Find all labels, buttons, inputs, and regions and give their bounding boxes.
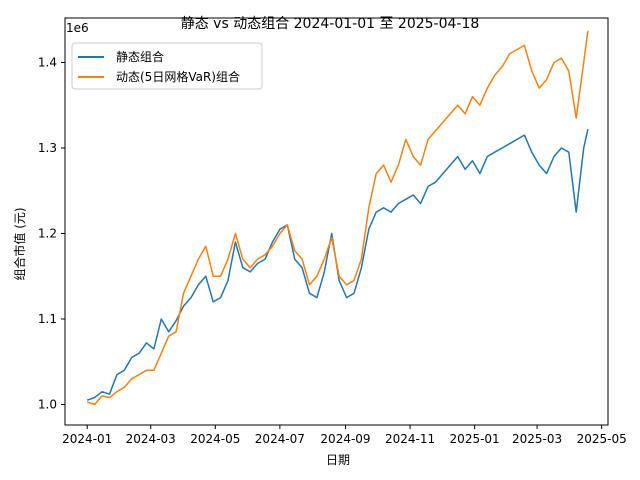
y-tick-label: 1.0 <box>38 397 57 411</box>
y-tick-label: 1.1 <box>38 312 57 326</box>
y-tick-label: 1.3 <box>38 141 57 155</box>
legend-box <box>71 42 263 90</box>
x-tick-label: 2024-11 <box>385 432 435 446</box>
legend: 静态组合 动态(5日网格VaR)组合 <box>71 42 263 90</box>
x-tick-label: 2024-05 <box>190 432 240 446</box>
y-offset-label: 1e6 <box>66 21 89 35</box>
x-tick-label: 2024-01 <box>62 432 112 446</box>
y-axis-title: 组合市值 (元) <box>12 207 27 280</box>
y-tick-label: 1.4 <box>38 55 57 69</box>
chart-title: 静态 vs 动态组合 2024-01-01 至 2025-04-18 <box>181 16 480 32</box>
series-line-2 <box>86 30 589 406</box>
series-layer <box>86 30 589 406</box>
series-line-1 <box>86 129 589 401</box>
x-axis-title: 日期 <box>326 453 350 467</box>
legend-label-static: 静态组合 <box>116 49 164 64</box>
plot-area <box>64 17 609 426</box>
x-axis: 2024-01 2024-03 2024-05 2024-07 2024-09 2024-… <box>62 425 627 446</box>
legend-label-dynamic: 动态(5日网格VaR)组合 <box>116 69 240 84</box>
x-tick-label: 2025-05 <box>577 432 627 446</box>
x-tick-label: 2024-07 <box>255 432 305 446</box>
x-tick-label: 2025-01 <box>450 432 500 446</box>
y-tick-label: 1.2 <box>38 226 57 240</box>
x-tick-label: 2024-09 <box>320 432 370 446</box>
y-axis: 1.0 1.1 1.2 1.3 1.4 <box>38 55 65 411</box>
x-tick-label: 2025-03 <box>512 432 562 446</box>
x-tick-label: 2024-03 <box>126 432 176 446</box>
plot-frame <box>64 17 609 426</box>
